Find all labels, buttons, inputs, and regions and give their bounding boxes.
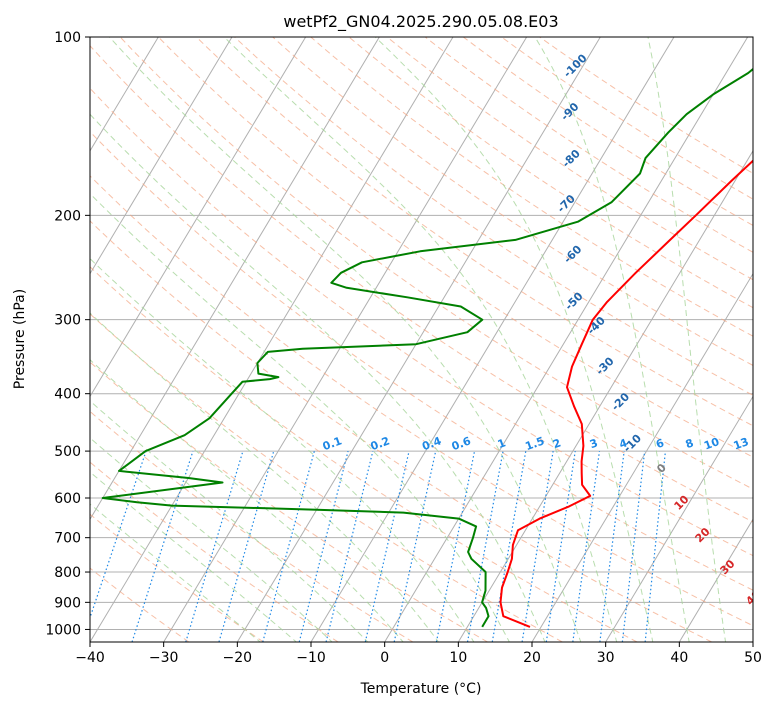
isotherm-line [0, 37, 306, 642]
mixing-ratio-label: 1.5 [523, 434, 546, 453]
y-tick-label: 300 [54, 313, 81, 329]
chart-title: wetPf2_GN04.2025.290.05.08.E03 [283, 12, 558, 32]
y-tick-label: 700 [54, 531, 81, 547]
dry-adiabat-line [387, 37, 775, 642]
moist-adiabat-label: 10 [672, 492, 692, 512]
mixing-ratio-label: 6 [654, 436, 666, 451]
y-tick-label: 100 [54, 30, 81, 46]
x-tick-label: 20 [523, 650, 541, 666]
mixing-ratio-line [622, 451, 644, 642]
x-tick-label: 50 [744, 650, 762, 666]
dry-adiabat-label: -80 [560, 147, 583, 170]
isotherm-line [311, 37, 674, 642]
dry-adiabat-line [0, 37, 264, 642]
mixing-ratio-line [394, 451, 436, 642]
line-labels: -100-90-80-70-60-50-40-30-20-10010203040… [321, 51, 775, 607]
mixing-ratio-line [263, 451, 315, 642]
isotherm-line [0, 37, 232, 642]
y-axis-label: Pressure (hPa) [12, 289, 28, 389]
mixing-ratio-line [365, 451, 409, 642]
y-tick-label: 1000 [45, 622, 81, 638]
y-tick-label: 500 [54, 444, 81, 460]
moist-adiabat-line [0, 37, 369, 644]
dry-adiabat-label: -90 [558, 100, 581, 123]
isotherm-line [0, 37, 11, 642]
moist-adiabat-line [0, 37, 262, 644]
moist-adiabat-label: 40 [743, 588, 763, 608]
mixing-ratio-label: 3 [588, 436, 600, 451]
mixing-ratio-label: 2 [551, 436, 563, 451]
moist-adiabat-line [0, 37, 475, 644]
dry-adiabat-line [0, 37, 562, 642]
mixing-ratio-label: 0.1 [321, 434, 344, 453]
isotherm-line [164, 37, 527, 642]
isotherm-line [606, 37, 775, 642]
dry-adiabat-line [0, 37, 712, 642]
moist-adiabat-line [0, 37, 440, 644]
moist-adiabat-label: 20 [693, 525, 713, 545]
mixing-ratio-label: 0.2 [369, 434, 392, 453]
dry-adiabat-label: -30 [593, 354, 616, 377]
mixing-ratio-line [573, 451, 600, 642]
x-tick-label: −30 [149, 650, 179, 666]
moist-adiabat-label: 30 [718, 557, 738, 577]
dry-adiabat-label: -40 [585, 314, 608, 337]
y-tick-label: 900 [54, 595, 81, 611]
x-tick-label: −40 [75, 650, 105, 666]
dry-adiabat-line [196, 37, 775, 642]
x-tick-label: 0 [380, 650, 389, 666]
dry-adiabat-label: -100 [561, 51, 590, 80]
dry-adiabat-line [349, 37, 775, 642]
dry-adiabat-line [425, 37, 775, 642]
x-tick-label: 10 [449, 650, 467, 666]
moist-adiabat-line [375, 37, 653, 644]
dry-adiabat-label: -60 [561, 242, 584, 265]
moist-adiabat-line [0, 37, 404, 644]
isotherm-line [458, 37, 775, 642]
isotherm-line [532, 37, 775, 642]
x-tick-label: −20 [223, 650, 253, 666]
moist-adiabat-line [224, 37, 617, 644]
mixing-ratio-label: 13 [732, 435, 751, 452]
dry-adiabat-line [540, 37, 775, 642]
y-tick-label: 800 [54, 565, 81, 581]
mixing-ratio-label: 16 [754, 435, 773, 453]
x-tick-label: −10 [296, 650, 326, 666]
mixing-ratio-line [600, 451, 624, 642]
moist-adiabat-line [23, 37, 546, 644]
isotherm-line [90, 37, 453, 642]
mixing-ratio-label: 8 [684, 436, 696, 451]
dry-adiabat-line [0, 37, 338, 642]
isotherm-line [753, 37, 775, 642]
mixing-ratio-label: 0.6 [450, 434, 473, 453]
moist-adiabat-line [0, 37, 334, 644]
x-axis-label: Temperature (°C) [360, 681, 482, 697]
dry-adiabat-line [0, 37, 189, 642]
dewpoint-profile [103, 37, 775, 627]
mixing-ratio-label: 0.4 [420, 434, 443, 453]
dry-adiabat-line [0, 37, 775, 642]
x-tick-label: 40 [670, 650, 688, 666]
mixing-ratio-line [522, 451, 553, 642]
background-lines [0, 37, 775, 644]
y-tick-label: 400 [54, 387, 81, 403]
y-tick-label: 200 [54, 208, 81, 224]
dry-adiabat-label: -70 [555, 192, 578, 215]
dry-adiabat-line [0, 37, 413, 642]
dry-adiabat-label: -50 [562, 289, 585, 312]
moist-adiabat-label: 0 [654, 461, 669, 476]
sounding-profiles [103, 37, 775, 627]
mixing-ratio-label: 10 [702, 435, 721, 453]
mixing-ratio-label: 1 [496, 436, 508, 451]
dry-adiabat-line [44, 37, 775, 642]
y-tick-label: 600 [54, 491, 81, 507]
x-tick-label: 30 [597, 650, 615, 666]
